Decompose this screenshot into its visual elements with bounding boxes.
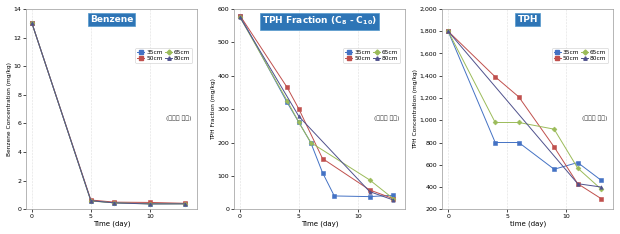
Y-axis label: TPH Concentration (mg/kg): TPH Concentration (mg/kg) [414, 69, 418, 149]
Y-axis label: TPH Fraction (mg/kg): TPH Fraction (mg/kg) [211, 78, 216, 140]
X-axis label: Time (day): Time (day) [301, 221, 339, 227]
Y-axis label: Benzene Concentration (mg/kg): Benzene Concentration (mg/kg) [7, 62, 12, 156]
Text: TPH Fraction ($\mathregular{C_8}$ - $\mathregular{C_{10}}$): TPH Fraction ($\mathregular{C_8}$ - $\ma… [262, 15, 377, 27]
Text: TPH: TPH [517, 15, 538, 24]
Text: (주입정 기준): (주입정 기준) [374, 115, 400, 121]
X-axis label: time (day): time (day) [510, 221, 546, 227]
Legend: 35cm, 50cm, 65cm, 80cm: 35cm, 50cm, 65cm, 80cm [552, 48, 608, 63]
Text: (주입정 기준): (주입정 기준) [582, 115, 608, 121]
X-axis label: Time (day): Time (day) [93, 221, 130, 227]
Text: (주입정 기준): (주입정 기준) [166, 115, 192, 121]
Legend: 35cm, 50cm, 65cm, 80cm: 35cm, 50cm, 65cm, 80cm [343, 48, 401, 63]
Text: Benzene: Benzene [90, 15, 133, 24]
Legend: 35cm, 50cm, 65cm, 80cm: 35cm, 50cm, 65cm, 80cm [135, 48, 192, 63]
